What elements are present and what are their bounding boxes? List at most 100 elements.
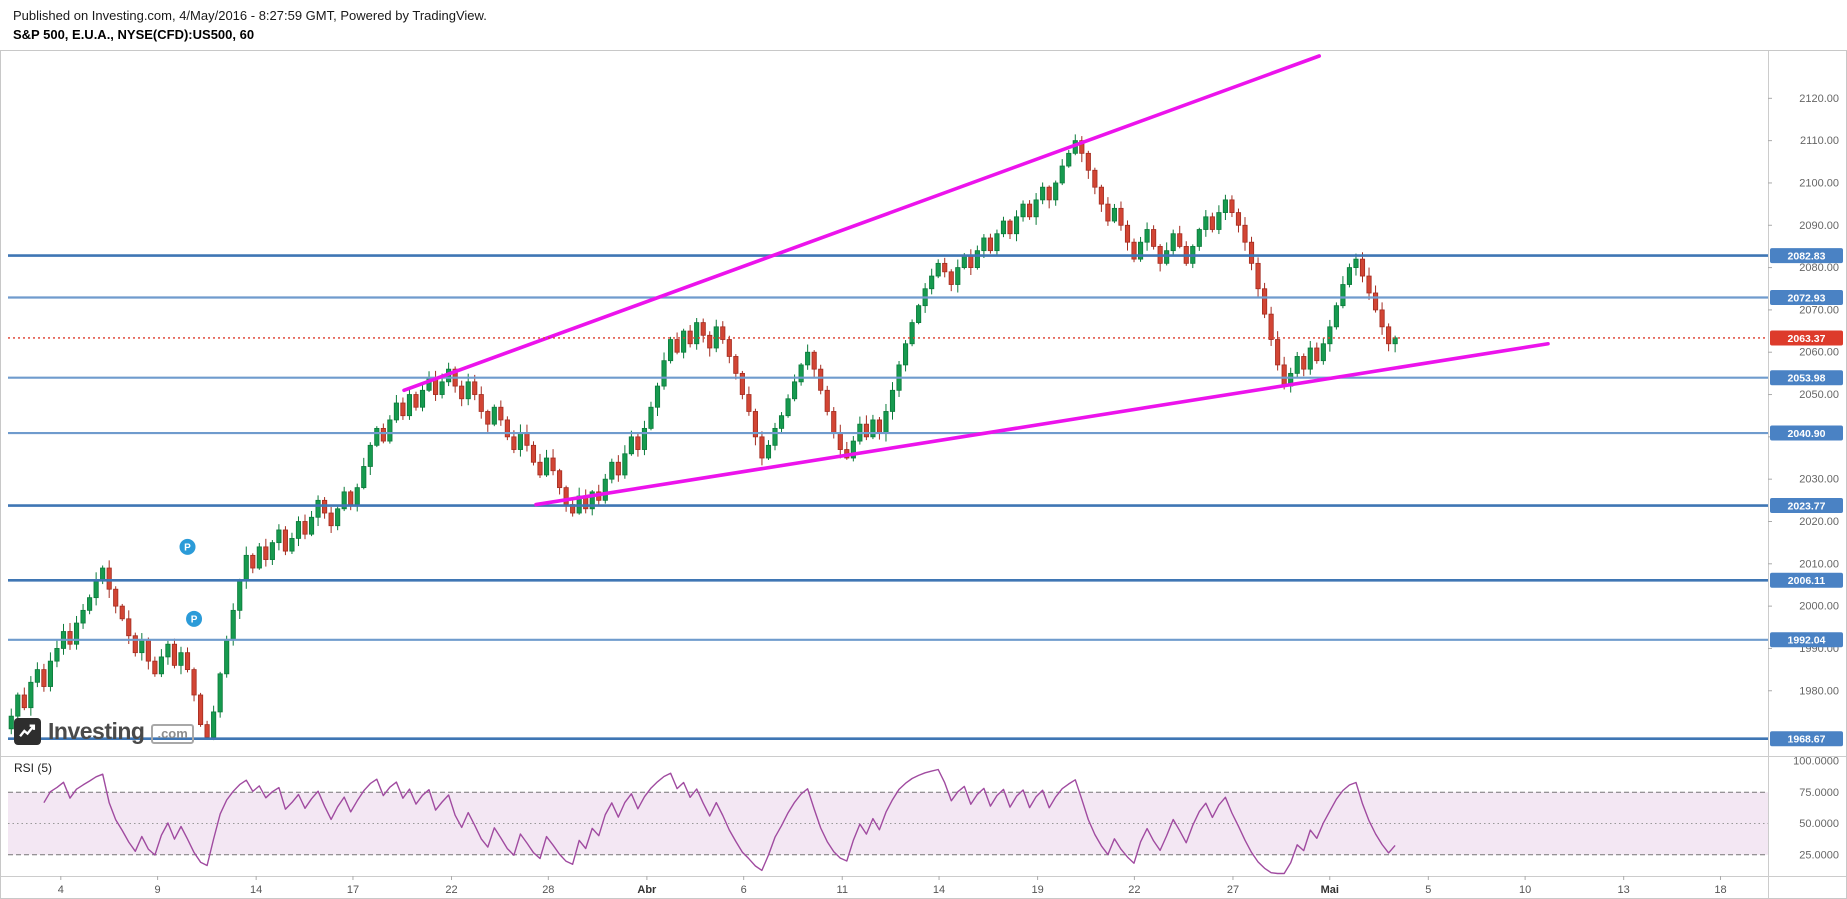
candle-body	[204, 724, 210, 738]
candle-body	[237, 580, 243, 611]
candle-body	[778, 415, 785, 429]
candle-body	[217, 673, 223, 713]
price-level-label: 2040.90	[1770, 425, 1843, 441]
candle-body	[276, 529, 282, 544]
price-level-label-text: 2006.11	[1788, 575, 1826, 587]
time-tick-label: 5	[1425, 884, 1431, 896]
price-level-label: 1968.67	[1770, 731, 1843, 747]
candle-body	[250, 554, 256, 569]
candle-body	[1059, 165, 1065, 184]
time-tick-label: 17	[347, 884, 359, 896]
price-level-label: 2072.93	[1770, 290, 1843, 306]
candle-body	[1131, 241, 1137, 260]
candle-body	[184, 652, 191, 670]
candle-body	[1301, 356, 1307, 370]
candle-body	[1066, 152, 1072, 167]
candle-body	[224, 639, 230, 675]
instrument-title: S&P 500, E.U.A., NYSE(CFD):US500, 60	[13, 27, 255, 42]
candle-body	[406, 394, 413, 417]
candle-body	[811, 351, 817, 370]
candle-body	[1248, 241, 1255, 264]
candle-body	[850, 440, 856, 459]
candle-body	[948, 271, 954, 285]
price-level-label-text: 1968.67	[1788, 734, 1826, 746]
candle-body	[1124, 224, 1131, 243]
candle-body	[361, 466, 367, 489]
candle-body	[1294, 356, 1300, 374]
candle-body	[511, 436, 517, 450]
candle-body	[687, 330, 693, 345]
candle-body	[1151, 229, 1157, 247]
candle-body	[413, 394, 419, 408]
price-level-label-bg	[1770, 370, 1843, 386]
time-tick-label: 14	[250, 884, 262, 896]
candle-body	[870, 419, 876, 438]
candle-body	[1170, 233, 1176, 252]
price-level-label-text: 1992.04	[1788, 635, 1826, 647]
candle-body	[504, 419, 510, 438]
price-tick-label: 2100.00	[1799, 177, 1839, 189]
candle-body	[765, 444, 772, 459]
candle-body	[126, 618, 132, 637]
candle-body	[681, 330, 687, 353]
candle-body	[1000, 220, 1007, 235]
candle-body	[746, 394, 752, 412]
trend-line	[402, 54, 1321, 393]
candle-body	[289, 538, 295, 552]
candle-body	[987, 237, 993, 252]
candle-body	[439, 381, 445, 395]
candle-body	[772, 427, 778, 446]
candle-body	[119, 605, 125, 620]
candle-body	[589, 491, 595, 510]
candle-body	[661, 360, 667, 387]
pivot-marker-circle	[179, 538, 196, 555]
candle-body	[302, 521, 308, 535]
candle-body	[720, 326, 726, 340]
candle-body	[459, 385, 465, 400]
candle-body	[700, 322, 706, 336]
candle-body	[263, 546, 269, 560]
price-level-label: 2053.98	[1770, 370, 1843, 386]
candle-body	[1013, 216, 1020, 235]
pivot-marker-circle	[186, 610, 203, 627]
candle-body	[191, 669, 197, 696]
candle-body	[955, 267, 961, 285]
candle-body	[158, 656, 164, 675]
published-line: Published on Investing.com, 4/May/2016 -…	[13, 8, 487, 23]
candle-body	[707, 334, 713, 349]
candle-body	[41, 669, 47, 687]
price-level-label-text: 2072.93	[1788, 292, 1826, 304]
candle-body	[387, 419, 393, 442]
candle-body	[478, 394, 484, 412]
candle-body	[152, 660, 158, 675]
candle-body	[315, 499, 321, 518]
candle-body	[1353, 258, 1359, 268]
price-level-label-bg	[1770, 572, 1843, 588]
candle-body	[733, 356, 739, 374]
candle-body	[1333, 305, 1339, 328]
candle-body	[282, 529, 288, 552]
candle-body	[100, 567, 106, 582]
time-tick-label: Abr	[637, 884, 657, 896]
candle-body	[1137, 241, 1144, 260]
candle-body	[354, 487, 360, 505]
candle-body	[348, 491, 354, 505]
chart-background	[0, 50, 1847, 899]
candle-body	[47, 660, 53, 687]
candle-body	[28, 681, 34, 709]
price-level-label-bg	[1770, 248, 1843, 264]
candle-body	[798, 364, 804, 383]
candle-body	[517, 432, 523, 450]
candle-body	[1092, 169, 1098, 188]
candle-body	[374, 427, 380, 446]
time-tick-label: 9	[155, 884, 161, 896]
price-level-label-text: 2040.90	[1788, 428, 1826, 440]
candle-body	[1222, 199, 1228, 213]
candle-body	[550, 457, 556, 472]
pivot-marker-label: P	[191, 614, 198, 625]
candle-body	[1346, 267, 1353, 285]
candle-body	[308, 516, 315, 535]
candle-body	[1098, 186, 1104, 205]
candle-body	[139, 639, 145, 654]
time-tick-label: 28	[542, 884, 554, 896]
